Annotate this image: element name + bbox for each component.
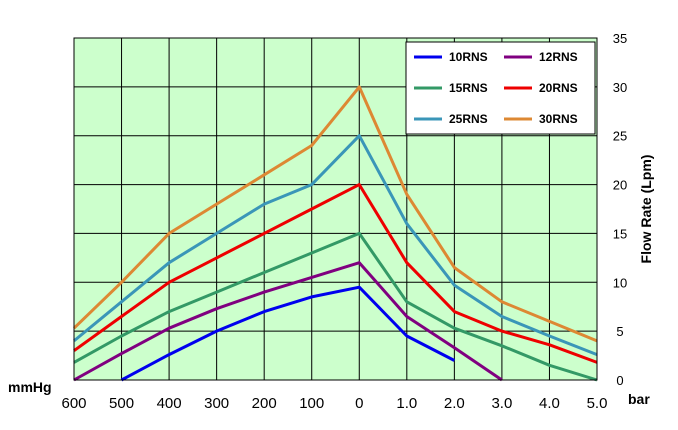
y-tick-label: 30 [613, 80, 627, 95]
y-axis-label: Flow Rate (Lpm) [638, 155, 654, 264]
x-tick-label: 300 [204, 395, 229, 412]
x-tick-label: 0 [355, 395, 363, 412]
legend-label-20rns: 20RNS [539, 81, 578, 95]
y-tick-label: 10 [613, 275, 627, 290]
x-tick-label: 4.0 [539, 395, 560, 412]
y-tick-label: 5 [616, 324, 623, 339]
legend-label-12rns: 12RNS [539, 50, 578, 64]
x-tick-label: 100 [299, 395, 324, 412]
y-tick-label: 20 [613, 178, 627, 193]
legend-label-25rns: 25RNS [449, 112, 488, 126]
left-unit-label: mmHg [8, 379, 52, 395]
x-tick-label: 400 [157, 395, 182, 412]
x-tick-label: 1.0 [396, 395, 417, 412]
legend-label-30rns: 30RNS [539, 112, 578, 126]
x-tick-label: 5.0 [587, 395, 608, 412]
x-tick-label: 3.0 [491, 395, 512, 412]
series-lines [72, 85, 598, 382]
series-line-30rns [72, 85, 598, 343]
y-tick-label: 15 [613, 226, 627, 241]
legend-label-10rns: 10RNS [449, 50, 488, 64]
y-tick-labels: 0 5 10 15 20 25 30 35 [613, 31, 627, 388]
y-tick-label: 0 [616, 373, 623, 388]
x-tick-labels: 600 500 400 300 200 100 0 1.0 2.0 3.0 4.0 5.0 [61, 395, 607, 412]
series-line-12rns [73, 261, 503, 382]
x-tick-label: 200 [252, 395, 277, 412]
series-line-10rns [120, 285, 456, 382]
series-line-20rns [73, 183, 598, 364]
right-unit-label: bar [628, 391, 650, 407]
x-tick-label: 600 [61, 395, 86, 412]
legend: 10RNS 12RNS 15RNS 20RNS 25RNS 30RNS [405, 41, 596, 135]
x-tick-label: 500 [109, 395, 134, 412]
y-tick-label: 35 [613, 31, 627, 46]
x-tick-label: 2.0 [444, 395, 465, 412]
series-line-25rns [73, 134, 598, 356]
legend-label-15rns: 15RNS [449, 81, 488, 95]
series-line-15rns [73, 231, 598, 382]
plot-border [73, 37, 598, 381]
y-tick-label: 25 [613, 129, 627, 144]
